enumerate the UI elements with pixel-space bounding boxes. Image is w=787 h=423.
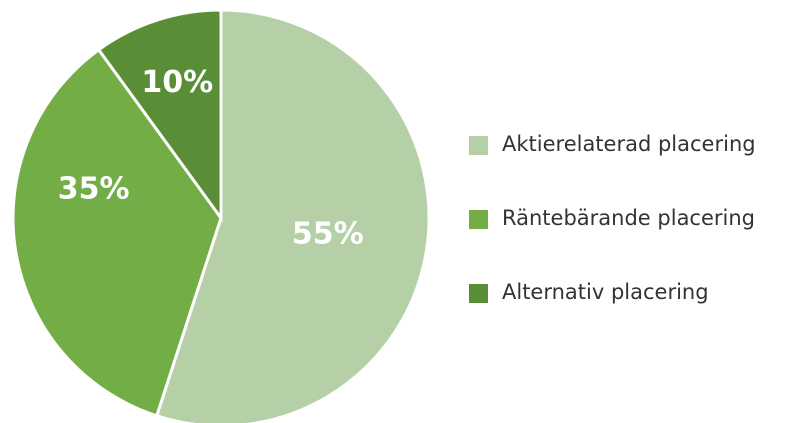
legend-swatch <box>469 284 488 303</box>
value-label: 35% <box>58 172 130 207</box>
legend-label: Alternativ placering <box>502 280 709 304</box>
value-label: 10% <box>141 65 213 100</box>
pie-slice <box>11 47 223 418</box>
legend-swatch <box>469 136 488 155</box>
legend-swatch <box>469 210 488 229</box>
value-label: 55% <box>292 216 364 251</box>
legend-label: Aktierelaterad placering <box>502 132 756 156</box>
pie-slice <box>96 8 223 223</box>
pie-slice <box>154 8 431 423</box>
legend-label: Räntebärande placering <box>502 206 755 230</box>
